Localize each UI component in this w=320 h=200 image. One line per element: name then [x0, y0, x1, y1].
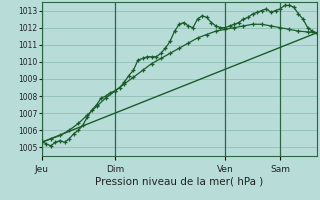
- X-axis label: Pression niveau de la mer( hPa ): Pression niveau de la mer( hPa ): [95, 177, 263, 187]
